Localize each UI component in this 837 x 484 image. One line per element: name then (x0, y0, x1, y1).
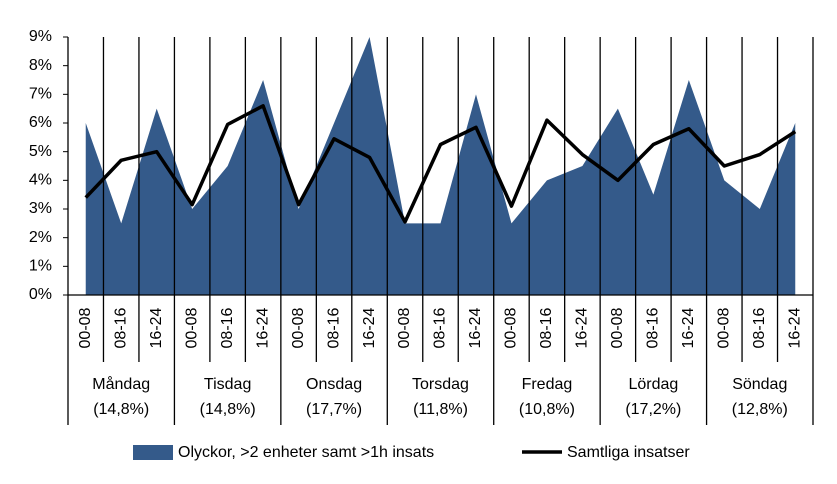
group-share: (12,8%) (732, 401, 788, 418)
legend-label: Samtliga insatser (567, 444, 690, 461)
x-tick-label: 16-24 (467, 307, 484, 348)
x-tick-label: 00-08 (609, 307, 626, 348)
x-tick-label: 16-24 (786, 307, 803, 348)
group-share: (14,8%) (200, 401, 256, 418)
x-tick-label: 08-16 (112, 307, 129, 348)
x-tick-label: 16-24 (680, 307, 697, 348)
x-tick-label: 00-08 (396, 307, 413, 348)
x-tick-label: 08-16 (432, 307, 449, 348)
group-label: Onsdag (306, 376, 362, 393)
x-tick-label: 16-24 (148, 307, 165, 348)
group-label: Tisdag (204, 376, 251, 393)
x-tick-label: 16-24 (254, 307, 271, 348)
group-label: Söndag (732, 376, 787, 393)
x-tick-label: 00-08 (503, 307, 520, 348)
y-tick-label: 9% (29, 28, 52, 45)
group-label: Lördag (628, 376, 678, 393)
y-tick-label: 5% (29, 143, 52, 160)
legend-swatch (133, 445, 173, 460)
group-share: (17,2%) (625, 401, 681, 418)
x-tick-label: 00-08 (183, 307, 200, 348)
x-tick-label: 16-24 (574, 307, 591, 348)
group-share: (14,8%) (93, 401, 149, 418)
y-tick-label: 2% (29, 229, 52, 246)
x-tick-label: 00-08 (290, 307, 307, 348)
group-share: (17,7%) (306, 401, 362, 418)
group-share: (11,8%) (413, 401, 468, 418)
line (84, 104, 797, 224)
x-tick-label: 00-08 (77, 307, 94, 348)
y-tick-label: 4% (29, 172, 52, 189)
x-tick-label: 08-16 (219, 307, 236, 348)
group-label: Torsdag (412, 376, 469, 393)
x-tick-label: 16-24 (361, 307, 378, 348)
group-label: Fredag (522, 376, 573, 393)
group-label: Måndag (92, 375, 150, 393)
y-tick-label: 6% (29, 114, 52, 131)
y-tick-label: 3% (29, 200, 52, 217)
group-share: (10,8%) (519, 401, 575, 418)
legend-label: Olyckor, >2 enheter samt >1h insats (178, 444, 434, 461)
x-tick-label: 08-16 (325, 307, 342, 348)
y-tick-label: 8% (29, 57, 52, 74)
x-tick-label: 08-16 (751, 307, 768, 348)
y-tick-label: 1% (29, 258, 52, 275)
y-tick-label: 0% (29, 286, 52, 303)
x-tick-label: 08-16 (538, 307, 555, 348)
x-tick-label: 08-16 (645, 307, 662, 348)
area (85, 37, 796, 295)
y-tick-label: 7% (29, 86, 52, 103)
x-tick-label: 00-08 (716, 307, 733, 348)
